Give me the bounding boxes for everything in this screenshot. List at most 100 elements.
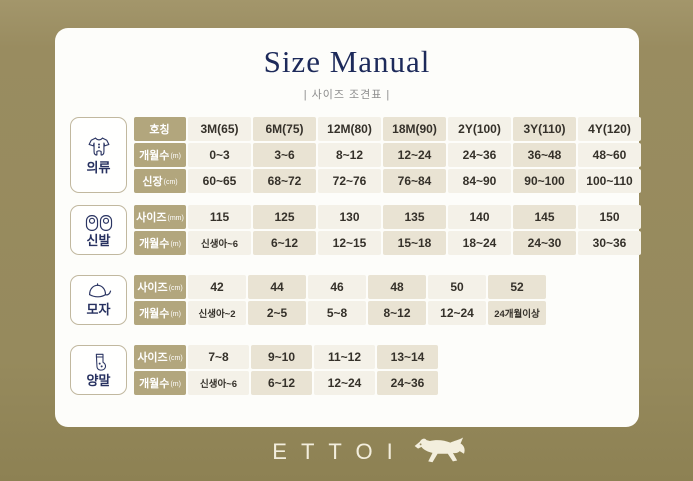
table-grid: 호칭 3M(65) 6M(75) 12M(80) 18M(90) 2Y(100) 3Y(11… [134, 117, 641, 195]
value-cell: 130 [318, 205, 381, 229]
value-cell: 3M(65) [188, 117, 251, 141]
category-label: 의류 [86, 159, 111, 175]
value-cell: 140 [448, 205, 511, 229]
value-cell: 44 [248, 275, 306, 299]
page-subtitle: | 사이즈 조견표 | [303, 89, 391, 101]
value-cell: 0~3 [188, 143, 251, 167]
value-cell: 12~24 [383, 143, 446, 167]
value-cell: 2~5 [248, 301, 306, 325]
table-grid: 사이즈 (cm) 42 44 46 48 50 52 개월수 (m) 신생아~2 2~5 5~8 8~12… [134, 275, 546, 327]
category-box-socks: 양말 [70, 345, 127, 395]
value-cell: 72~76 [318, 169, 381, 193]
table-row: 개월수 (m) 신생아~2 2~5 5~8 8~12 12~24 24개월이상 [134, 301, 546, 325]
horse-logo-icon [414, 437, 465, 463]
value-cell: 12~15 [318, 231, 381, 255]
size-manual-card: Size Manual | 사이즈 조견표 | 의류 호칭 3M(65) 6M(75)… [55, 28, 641, 427]
table-row: 개월수 (m) 0~3 3~6 8~12 12~24 24~36 36~48 48~60 [134, 143, 641, 167]
value-cell: 42 [188, 275, 246, 299]
value-cell: 30~36 [578, 231, 641, 255]
row-header-cell: 사이즈 (cm) [134, 275, 186, 299]
category-box-shoes: 신발 [70, 205, 127, 255]
row-header-text: 개월수 [139, 308, 170, 320]
row-header-unit: (m) [170, 310, 181, 318]
table-grid: 사이즈 (mm) 115 125 130 135 140 145 150 개월수 (m) 신생아~6 6… [134, 205, 641, 257]
table-row: 사이즈 (cm) 42 44 46 48 50 52 [134, 275, 546, 299]
table-row: 신장 (cm) 60~65 68~72 72~76 76~84 84~90 90~100 100… [134, 169, 641, 193]
value-cell: 90~100 [513, 169, 576, 193]
cap-icon [86, 283, 112, 302]
row-header-text: 개월수 [139, 238, 170, 250]
row-header-text: 호칭 [149, 124, 170, 136]
value-cell: 11~12 [314, 345, 375, 369]
value-cell: 3Y(110) [513, 117, 576, 141]
value-cell: 15~18 [383, 231, 446, 255]
value-cell: 18~24 [448, 231, 511, 255]
value-cell: 12~24 [314, 371, 375, 395]
row-header-unit: (m) [170, 240, 181, 248]
value-cell: 8~12 [368, 301, 426, 325]
value-cell: 5~8 [308, 301, 366, 325]
value-cell: 7~8 [188, 345, 249, 369]
value-cell: 18M(90) [383, 117, 446, 141]
row-header-unit: (m) [170, 380, 181, 388]
value-cell: 145 [513, 205, 576, 229]
value-cell: 24개월이상 [488, 301, 546, 325]
row-header-cell: 개월수 (m) [134, 371, 186, 395]
row-header-cell: 사이즈 (mm) [134, 205, 186, 229]
value-cell: 13~14 [377, 345, 438, 369]
value-cell: 46 [308, 275, 366, 299]
value-cell: 2Y(100) [448, 117, 511, 141]
table-row: 사이즈 (cm) 7~8 9~10 11~12 13~14 [134, 345, 438, 369]
value-cell: 84~90 [448, 169, 511, 193]
category-box-hats: 모자 [70, 275, 127, 325]
value-cell: 8~12 [318, 143, 381, 167]
value-cell: 50 [428, 275, 486, 299]
row-header-text: 개월수 [139, 378, 170, 390]
value-cell: 9~10 [251, 345, 312, 369]
socks-icon [88, 353, 110, 373]
value-cell: 125 [253, 205, 316, 229]
row-header-cell: 개월수 (m) [134, 143, 186, 167]
category-label: 양말 [86, 372, 111, 388]
value-cell: 6~12 [251, 371, 312, 395]
row-header-cell: 개월수 (m) [134, 231, 186, 255]
row-header-text: 개월수 [139, 150, 170, 162]
value-cell: 150 [578, 205, 641, 229]
value-cell: 24~36 [377, 371, 438, 395]
category-label: 신발 [86, 232, 111, 248]
value-cell: 24~36 [448, 143, 511, 167]
value-cell: 60~65 [188, 169, 251, 193]
value-cell: 3~6 [253, 143, 316, 167]
value-cell: 12~24 [428, 301, 486, 325]
value-cell: 100~110 [578, 169, 641, 193]
value-cell: 68~72 [253, 169, 316, 193]
value-cell: 신생아~2 [188, 301, 246, 325]
value-cell: 4Y(120) [578, 117, 641, 141]
value-cell: 52 [488, 275, 546, 299]
row-header-unit: (mm) [167, 214, 184, 222]
row-header-cell: 호칭 [134, 117, 186, 141]
row-header-text: 사이즈 [137, 282, 168, 294]
page-title: Size Manual [263, 44, 431, 79]
table-row: 개월수 (m) 신생아~6 6~12 12~15 15~18 18~24 24~30 30~36 [134, 231, 641, 255]
row-header-unit: (cm) [168, 284, 183, 292]
value-cell: 신생아~6 [188, 371, 249, 395]
shoes-icon [85, 213, 113, 233]
value-cell: 신생아~6 [188, 231, 251, 255]
value-cell: 24~30 [513, 231, 576, 255]
value-cell: 12M(80) [318, 117, 381, 141]
romper-icon [86, 136, 112, 160]
value-cell: 76~84 [383, 169, 446, 193]
value-cell: 135 [383, 205, 446, 229]
table-row: 사이즈 (mm) 115 125 130 135 140 145 150 [134, 205, 641, 229]
brand-logo: ETTOI [24, 435, 693, 469]
row-header-cell: 개월수 (m) [134, 301, 186, 325]
table-grid: 사이즈 (cm) 7~8 9~10 11~12 13~14 개월수 (m) 신생아~6 6~12 1… [134, 345, 438, 397]
value-cell: 6~12 [253, 231, 316, 255]
row-header-unit: (cm) [163, 178, 178, 186]
row-header-text: 사이즈 [137, 352, 168, 364]
brand-name: ETTOI [272, 439, 407, 464]
value-cell: 48~60 [578, 143, 641, 167]
value-cell: 36~48 [513, 143, 576, 167]
